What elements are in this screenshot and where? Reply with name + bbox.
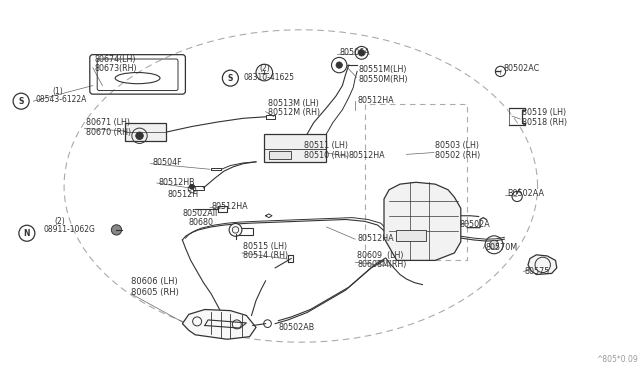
Polygon shape: [528, 255, 557, 275]
Polygon shape: [396, 230, 426, 241]
Text: 80512H: 80512H: [168, 190, 199, 199]
Bar: [237, 228, 253, 235]
Text: 80504F: 80504F: [152, 158, 182, 167]
Text: 80513M (LH): 80513M (LH): [268, 99, 318, 108]
Text: 80502AII: 80502AII: [182, 209, 218, 218]
Text: 80510 (RH): 80510 (RH): [304, 151, 349, 160]
Text: S: S: [19, 97, 24, 106]
Polygon shape: [269, 151, 291, 159]
Text: 80512HA: 80512HA: [211, 202, 248, 211]
Polygon shape: [384, 182, 461, 260]
Text: 80609  (LH): 80609 (LH): [357, 251, 404, 260]
Circle shape: [136, 132, 143, 140]
Text: 80502AB: 80502AB: [278, 323, 315, 332]
Text: 80502 (RH): 80502 (RH): [435, 151, 481, 160]
Text: 80550M(RH): 80550M(RH): [358, 75, 408, 84]
Circle shape: [256, 64, 273, 81]
Text: (1): (1): [52, 87, 63, 96]
Text: 08543-6122A: 08543-6122A: [35, 95, 86, 104]
Text: 80570M: 80570M: [485, 243, 517, 252]
Text: ^805*0.09: ^805*0.09: [596, 355, 638, 364]
Text: 80518 (RH): 80518 (RH): [522, 118, 568, 126]
Text: 80512HA: 80512HA: [357, 234, 394, 243]
Text: 80674(LH): 80674(LH): [95, 55, 136, 64]
Text: 80512HB: 80512HB: [159, 178, 195, 187]
Text: 80608M(RH): 80608M(RH): [357, 260, 406, 269]
Text: 80519 (LH): 80519 (LH): [522, 108, 566, 117]
Text: 80511 (LH): 80511 (LH): [304, 141, 348, 150]
Text: 80512HA: 80512HA: [357, 96, 394, 105]
Text: 80671 (LH): 80671 (LH): [86, 118, 131, 127]
Text: 08911-1062G: 08911-1062G: [44, 225, 95, 234]
Text: 80515 (LH): 80515 (LH): [243, 242, 287, 251]
Text: 08310-41625: 08310-41625: [243, 73, 294, 81]
Circle shape: [13, 93, 29, 109]
Text: 80670 (RH): 80670 (RH): [86, 128, 132, 137]
Text: 80575: 80575: [525, 267, 550, 276]
Text: 80512M (RH): 80512M (RH): [268, 108, 319, 117]
Circle shape: [336, 62, 342, 68]
Circle shape: [490, 240, 499, 249]
Text: 80680: 80680: [189, 218, 214, 227]
Text: 80506A: 80506A: [339, 48, 370, 57]
Circle shape: [229, 224, 242, 236]
Circle shape: [189, 184, 195, 189]
Text: 80605 (RH): 80605 (RH): [131, 288, 179, 296]
Circle shape: [19, 225, 35, 241]
Polygon shape: [125, 123, 166, 141]
Text: 80503 (LH): 80503 (LH): [435, 141, 479, 150]
Circle shape: [223, 70, 238, 86]
Text: (2): (2): [259, 64, 270, 73]
Text: B0502AA: B0502AA: [508, 189, 545, 198]
Text: 80512HA: 80512HA: [349, 151, 385, 160]
Text: S: S: [228, 74, 233, 83]
Text: 80514 (RH): 80514 (RH): [243, 251, 289, 260]
Text: 80673(RH): 80673(RH): [95, 64, 138, 73]
Text: N: N: [24, 229, 30, 238]
Circle shape: [111, 225, 122, 235]
Polygon shape: [182, 310, 256, 339]
Text: 80502A: 80502A: [460, 220, 490, 229]
Text: 80551M(LH): 80551M(LH): [358, 65, 407, 74]
Text: (2): (2): [54, 217, 65, 226]
Text: 80502AC: 80502AC: [503, 64, 540, 73]
Polygon shape: [264, 134, 326, 162]
Circle shape: [358, 49, 365, 56]
Text: 80606 (LH): 80606 (LH): [131, 278, 178, 286]
